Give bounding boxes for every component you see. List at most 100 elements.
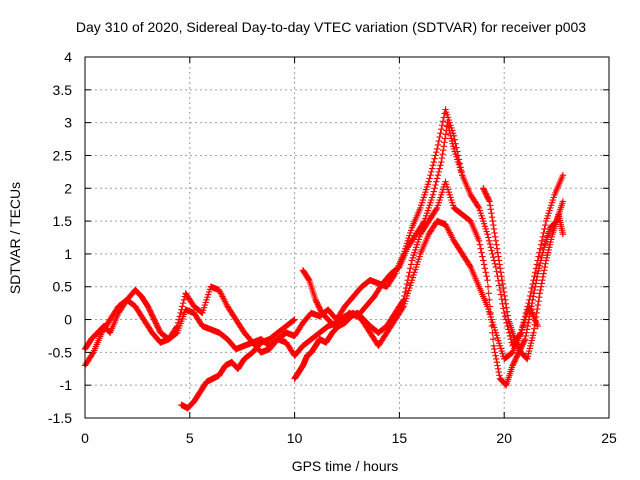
data-point-marker [533, 261, 541, 268]
data-point-marker [537, 286, 544, 294]
data-point-marker [490, 342, 497, 349]
data-point-marker [535, 253, 542, 260]
data-point-marker [433, 178, 440, 185]
data-point-marker [538, 237, 546, 244]
data-point-marker [536, 294, 543, 301]
data-point-marker [436, 133, 443, 141]
data-point-marker [439, 118, 447, 125]
data-point-marker [534, 301, 542, 309]
data-point-marker [179, 299, 187, 307]
data-point-marker [498, 276, 506, 284]
data-point-marker [433, 145, 441, 153]
data-point-marker [489, 250, 496, 258]
data-point-marker [486, 296, 493, 304]
data-point-marker [521, 336, 529, 343]
series-4 [291, 178, 567, 389]
data-point-marker [529, 296, 536, 304]
data-point-marker [180, 296, 188, 304]
data-point-marker [525, 316, 533, 323]
data-point-marker [523, 326, 531, 333]
data-point-marker [475, 237, 483, 244]
data-point-marker [401, 292, 408, 300]
chart-title: Day 310 of 2020, Sidereal Day-to-day VTE… [76, 19, 586, 35]
data-point-marker [502, 300, 510, 307]
data-point-marker [537, 283, 545, 290]
y-axis-label: SDTVAR / TECUs [7, 182, 23, 294]
data-point-marker [531, 273, 538, 280]
data-point-marker [492, 352, 499, 359]
data-point-marker [530, 325, 538, 332]
data-point-marker [531, 321, 539, 328]
x-tick-label: 20 [496, 430, 512, 446]
series-6 [480, 185, 567, 363]
data-point-marker [486, 202, 494, 209]
data-point-marker [494, 365, 502, 372]
data-point-marker [177, 309, 184, 317]
data-point-marker [106, 328, 113, 336]
data-point-marker [522, 332, 529, 340]
data-point-marker [433, 175, 441, 182]
data-point-marker [475, 203, 482, 210]
data-point-marker [493, 241, 500, 248]
data-point-marker [528, 303, 535, 310]
y-tick-label: 1 [64, 246, 72, 262]
data-point-marker [559, 198, 567, 205]
data-point-marker [441, 139, 448, 146]
data-point-marker [494, 362, 501, 369]
data-point-marker [532, 313, 540, 321]
data-point-marker [493, 355, 500, 363]
y-tick-label: 3.5 [53, 82, 73, 98]
data-point-marker [433, 206, 440, 213]
data-series [81, 106, 567, 412]
data-point-marker [503, 308, 511, 315]
data-point-marker [496, 372, 503, 379]
data-point-marker [440, 143, 448, 150]
x-tick-label: 25 [601, 430, 617, 446]
data-point-marker [494, 249, 501, 256]
data-point-marker [539, 233, 546, 241]
data-point-marker [496, 261, 503, 268]
data-point-marker [501, 292, 508, 300]
data-point-marker [440, 147, 447, 154]
data-point-marker [497, 269, 505, 276]
data-point-marker [539, 273, 547, 281]
data-point-marker [488, 210, 495, 217]
y-tick-label: 1.5 [53, 213, 73, 229]
y-tick-label: -1 [60, 377, 73, 393]
data-point-marker [491, 260, 499, 267]
data-point-marker [290, 317, 297, 324]
data-point-marker [484, 231, 491, 238]
data-point-marker [489, 329, 496, 336]
data-point-marker [399, 297, 406, 305]
data-point-marker [400, 296, 407, 304]
data-point-marker [484, 276, 491, 284]
data-point-marker [491, 233, 499, 241]
data-point-marker [487, 309, 494, 317]
data-point-marker [489, 217, 496, 225]
data-point-marker [485, 234, 492, 241]
data-point-marker [459, 171, 466, 179]
data-point-marker [405, 273, 412, 280]
data-point-marker [428, 168, 435, 176]
data-point-marker [407, 261, 415, 268]
x-tick-label: 5 [186, 430, 194, 446]
data-point-marker [439, 150, 446, 158]
plot-frame [84, 56, 610, 419]
data-point-marker [404, 276, 411, 284]
data-point-marker [490, 225, 498, 233]
data-point-marker [525, 319, 532, 327]
y-tick-label: 0.5 [53, 279, 73, 295]
data-point-marker [403, 280, 411, 288]
data-point-marker [441, 135, 449, 142]
x-tick-label: 10 [287, 430, 303, 446]
data-point-marker [491, 349, 499, 356]
data-point-marker [532, 283, 539, 290]
series-2 [81, 217, 541, 369]
data-point-marker [492, 237, 500, 244]
data-point-marker [501, 309, 508, 317]
data-point-marker [533, 273, 541, 281]
data-point-marker [451, 136, 458, 143]
data-point-marker [541, 263, 549, 271]
data-point-marker [524, 322, 531, 330]
data-point-marker [503, 304, 510, 311]
